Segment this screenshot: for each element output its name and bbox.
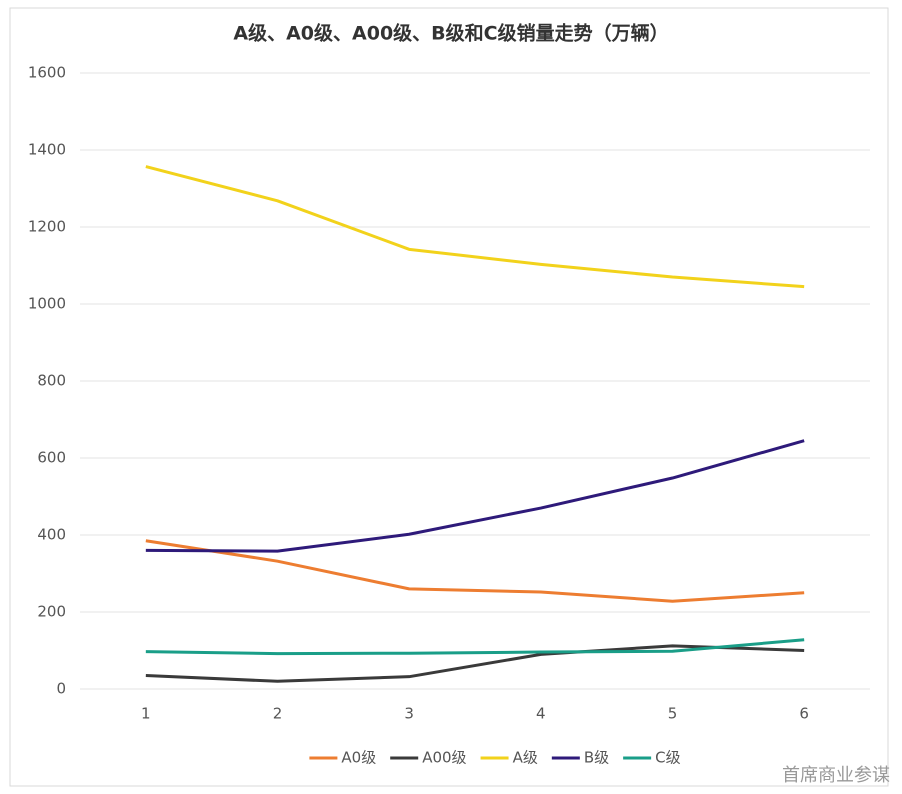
series-line (145, 644, 805, 683)
legend-label: C级 (655, 749, 680, 767)
legend-label: A级 (513, 749, 538, 767)
y-tick-label: 600 (37, 449, 66, 467)
legend-label: A00级 (422, 749, 466, 767)
x-tick-label: 3 (404, 705, 414, 723)
x-tick-label: 1 (141, 705, 151, 723)
y-tick-label: 800 (37, 372, 66, 390)
y-tick-label: 1200 (28, 218, 66, 236)
watermark: 首席商业参谋 (782, 765, 890, 786)
y-tick-label: 0 (56, 680, 66, 698)
series-line (145, 638, 805, 656)
chart-title: A级、A0级、A00级、B级和C级销量走势（万辆） (233, 22, 668, 45)
y-tick-label: 1000 (28, 295, 66, 313)
series-line (145, 439, 805, 553)
legend-label: B级 (584, 749, 609, 767)
series-line (145, 539, 805, 603)
legend-label: A0级 (341, 749, 376, 767)
series-line (145, 165, 805, 289)
x-tick-label: 6 (799, 705, 809, 723)
x-tick-label: 2 (273, 705, 283, 723)
y-tick-label: 1600 (28, 64, 66, 82)
y-tick-label: 1400 (28, 141, 66, 159)
chart-frame (9, 7, 889, 787)
y-tick-label: 200 (37, 603, 66, 621)
x-tick-label: 4 (536, 705, 546, 723)
y-tick-label: 400 (37, 526, 66, 544)
x-tick-label: 5 (668, 705, 678, 723)
